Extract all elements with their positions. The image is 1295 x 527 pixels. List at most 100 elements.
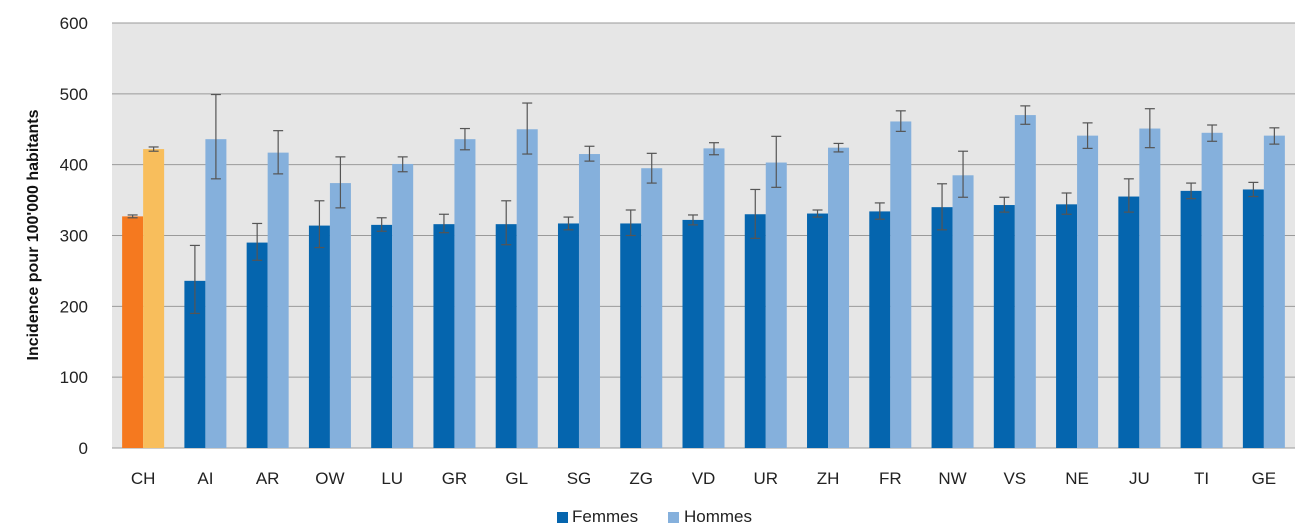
error-bar-femmes-ne	[1061, 192, 1072, 215]
bar-hommes-ur	[765, 162, 787, 448]
x-tick-label: ZG	[629, 469, 653, 488]
error-bar-hommes-gl	[522, 102, 533, 155]
legend-label-hommes: Hommes	[684, 507, 752, 526]
bar-hommes-ar	[267, 152, 289, 448]
bar-hommes-ch	[143, 149, 165, 449]
x-tick-label: AI	[197, 469, 213, 488]
bar-femmes-ne	[1056, 204, 1078, 448]
y-tick-label: 100	[60, 368, 88, 387]
bar-femmes-ti	[1180, 190, 1202, 448]
y-tick-labels: 0 100 200 300 400 500 600	[60, 14, 88, 458]
y-tick-label: 400	[60, 156, 88, 175]
bar-hommes-lu	[392, 163, 414, 449]
bar-hommes-ai	[205, 139, 227, 448]
bar-hommes-ow	[329, 183, 351, 449]
bar-hommes-gl	[516, 129, 538, 448]
bar-femmes-gl	[495, 224, 517, 448]
y-tick-label: 500	[60, 85, 88, 104]
x-tick-label: CH	[131, 469, 156, 488]
y-tick-label: 200	[60, 297, 88, 316]
x-tick-label: TI	[1194, 469, 1209, 488]
error-bar-femmes-zh	[812, 209, 823, 218]
bar-femmes-vd	[682, 219, 704, 448]
error-bar-femmes-nw	[937, 183, 948, 231]
bar-hommes-ne	[1077, 135, 1099, 448]
bar-femmes-gr	[433, 224, 455, 448]
legend: Femmes Hommes	[557, 507, 752, 526]
bar-hommes-ti	[1201, 132, 1223, 448]
error-bar-femmes-ai	[189, 244, 200, 315]
bar-femmes-sg	[557, 223, 579, 448]
error-bar-hommes-ju	[1144, 108, 1155, 149]
x-tick-labels: CH AI AR OW LU GR GL SG ZG VD UR ZH FR NW VS NE JU TI GE	[131, 469, 1276, 488]
x-tick-label: LU	[381, 469, 403, 488]
error-bar-femmes-ju	[1123, 178, 1134, 213]
error-bar-femmes-zg	[625, 209, 636, 237]
bar-femmes-ar	[246, 242, 268, 448]
error-bar-hommes-ti	[1207, 124, 1218, 142]
error-bar-femmes-gr	[438, 213, 449, 234]
x-tick-label: VS	[1003, 469, 1026, 488]
error-bar-hommes-ai	[210, 93, 221, 180]
legend-swatch-hommes	[668, 512, 679, 523]
bar-hommes-zh	[828, 147, 850, 448]
bar-femmes-zg	[620, 223, 642, 448]
y-tick-label: 0	[79, 439, 88, 458]
error-bar-hommes-sg	[584, 145, 595, 162]
error-bar-femmes-ge	[1248, 181, 1259, 198]
bars	[122, 115, 1285, 449]
bar-hommes-nw	[952, 175, 974, 448]
bar-femmes-ow	[308, 225, 330, 448]
x-tick-label: JU	[1129, 469, 1150, 488]
y-tick-label: 300	[60, 227, 88, 246]
error-bars	[127, 93, 1280, 315]
error-bar-femmes-ti	[1186, 182, 1197, 200]
error-bar-hommes-ge	[1269, 127, 1280, 145]
x-tick-label: ZH	[817, 469, 840, 488]
bar-femmes-nw	[931, 207, 953, 448]
x-tick-label: GL	[505, 469, 528, 488]
error-bar-hommes-zg	[646, 152, 657, 184]
x-tick-label: NE	[1065, 469, 1089, 488]
bar-femmes-ur	[744, 214, 766, 448]
bar-femmes-ge	[1242, 189, 1264, 449]
bar-femmes-ju	[1118, 196, 1140, 448]
error-bar-femmes-gl	[501, 200, 512, 246]
error-bar-hommes-zh	[833, 142, 844, 153]
bar-hommes-gr	[454, 139, 476, 448]
bar-hommes-fr	[890, 121, 912, 448]
x-tick-label: FR	[879, 469, 902, 488]
bar-femmes-ch	[122, 216, 144, 448]
x-tick-label: SG	[567, 469, 592, 488]
y-axis-title: Incidence pour 100'000 habitants	[25, 109, 42, 360]
legend-label-femmes: Femmes	[572, 507, 638, 526]
error-bar-femmes-vd	[688, 214, 698, 226]
x-tick-label: AR	[256, 469, 280, 488]
legend-swatch-femmes	[557, 512, 568, 523]
x-tick-label: GE	[1252, 469, 1277, 488]
x-tick-label: OW	[315, 469, 344, 488]
error-bar-femmes-sg	[563, 216, 574, 231]
error-bar-hommes-vd	[709, 142, 719, 156]
error-bar-femmes-ur	[750, 188, 761, 239]
x-tick-label: VD	[692, 469, 716, 488]
y-tick-label: 600	[60, 14, 88, 33]
error-bar-hommes-ne	[1082, 122, 1093, 149]
error-bar-femmes-vs	[999, 196, 1010, 213]
error-bar-hommes-ch	[148, 146, 159, 152]
error-bar-femmes-lu	[376, 217, 387, 232]
bar-hommes-vs	[1014, 115, 1036, 448]
error-bar-hommes-ow	[335, 156, 346, 209]
error-bar-femmes-ar	[252, 222, 263, 261]
error-bar-hommes-fr	[895, 110, 906, 132]
x-tick-label: NW	[938, 469, 966, 488]
error-bar-hommes-vs	[1020, 105, 1031, 125]
x-tick-label: UR	[753, 469, 778, 488]
bar-femmes-zh	[807, 213, 829, 448]
error-bar-hommes-nw	[958, 150, 969, 198]
error-bar-femmes-fr	[874, 202, 885, 220]
error-bar-hommes-lu	[397, 156, 408, 173]
bar-femmes-lu	[371, 224, 393, 448]
bar-femmes-vs	[993, 205, 1015, 448]
